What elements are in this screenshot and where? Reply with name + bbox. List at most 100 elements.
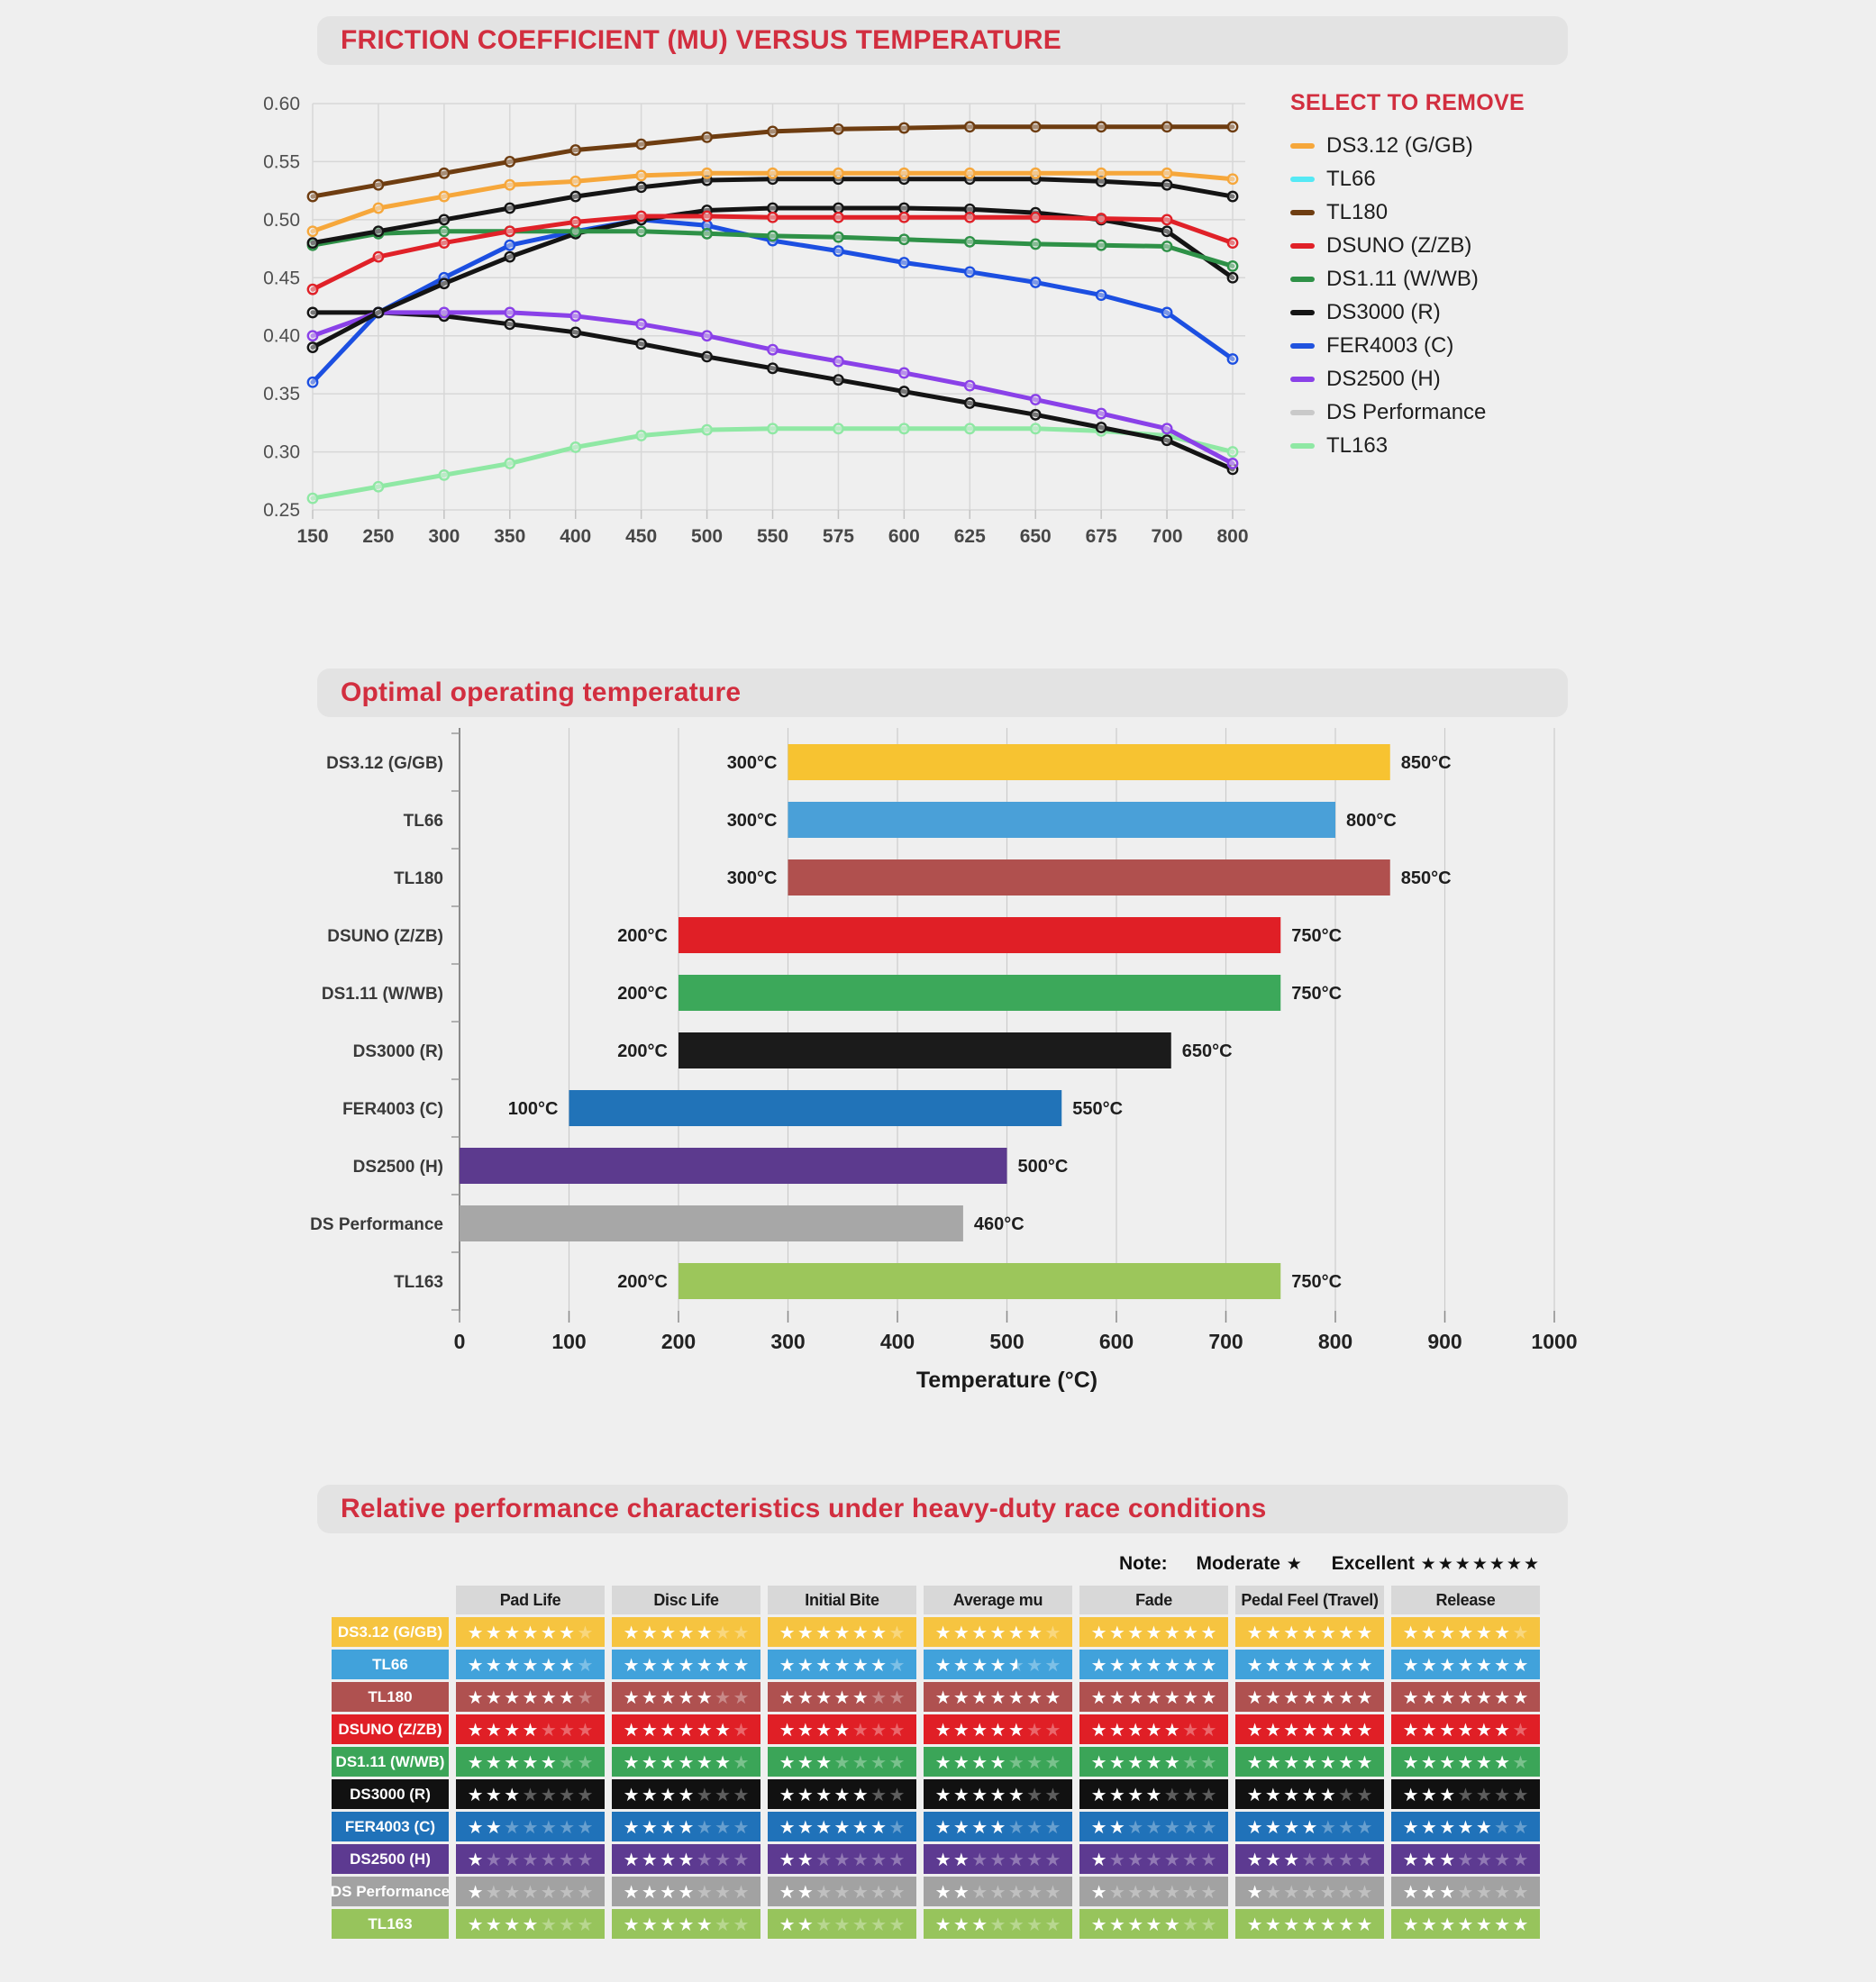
star-icon: ★ — [1090, 1653, 1107, 1676]
table-corner — [332, 1586, 449, 1614]
star-icon: ★ — [1246, 1718, 1263, 1741]
star-icon: ★ — [559, 1653, 576, 1676]
star-icon: ★ — [1402, 1621, 1419, 1643]
rating-cell-DS2500 (H)-Initial Bite: ★ ★ ★ ★ ★ ★ ★ — [768, 1844, 916, 1874]
star-icon: ★ — [1439, 1718, 1456, 1741]
star-icon: ★ — [1264, 1848, 1281, 1870]
star-icon: ★ — [1402, 1686, 1419, 1708]
star-icon: ★ — [1145, 1880, 1162, 1903]
star-icon: ★ — [1182, 1750, 1199, 1773]
legend-item-DS2500 (H)[interactable]: DS2500 (H) — [1290, 362, 1588, 395]
star-icon: ★ — [989, 1750, 1006, 1773]
legend-item-TL66[interactable]: TL66 — [1290, 162, 1588, 195]
star-icon: ★ — [1182, 1621, 1199, 1643]
star-icon: ★ — [1163, 1783, 1180, 1805]
star-icon: ★ — [989, 1621, 1006, 1643]
legend-swatch-icon — [1290, 409, 1315, 415]
legend-item-DS3.12 (G/GB)[interactable]: DS3.12 (G/GB) — [1290, 129, 1588, 162]
star-icon: ★ — [971, 1718, 988, 1741]
star-icon: ★ — [1402, 1848, 1419, 1870]
star-icon: ★ — [870, 1750, 888, 1773]
svg-text:300: 300 — [428, 526, 460, 547]
star-icon: ★ — [971, 1621, 988, 1643]
star-icon: ★ — [851, 1783, 869, 1805]
star-icon: ★ — [678, 1718, 695, 1741]
legend-item-DS3000 (R)[interactable]: DS3000 (R) — [1290, 295, 1588, 329]
star-icon: ★ — [1044, 1880, 1061, 1903]
star-icon: ★ — [1338, 1718, 1355, 1741]
star-icon: ★ — [851, 1621, 869, 1643]
note-moderate: Moderate ★ — [1196, 1553, 1302, 1574]
star-icon: ★ — [870, 1621, 888, 1643]
rating-cell-DS2500 (H)-Release: ★ ★ ★ ★ ★ ★ ★ — [1391, 1844, 1540, 1874]
star-icon: ★ — [1163, 1686, 1180, 1708]
star-icon: ★ — [779, 1848, 796, 1870]
rating-cell-FER4003 (C)-Pad Life: ★ ★ ★ ★ ★ ★ ★ — [456, 1812, 605, 1841]
star-icon: ★ — [971, 1848, 988, 1870]
star-icon: ★ — [1026, 1880, 1043, 1903]
star-icon: ★ — [779, 1750, 796, 1773]
legend-item-DS1.11 (W/WB)[interactable]: DS1.11 (W/WB) — [1290, 262, 1588, 295]
svg-text:800: 800 — [1318, 1330, 1352, 1353]
star-icon: ★ — [1475, 1913, 1492, 1935]
star-icon: ★ — [1007, 1913, 1025, 1935]
note-excellent: Excellent ★ ★ ★ ★ ★ ★ ★ — [1331, 1553, 1539, 1574]
svg-text:0.25: 0.25 — [263, 500, 300, 521]
star-icon: ★ — [1475, 1848, 1492, 1870]
rating-cell-TL180-Release: ★ ★ ★ ★ ★ ★ ★ — [1391, 1682, 1540, 1712]
legend-item-FER4003 (C)[interactable]: FER4003 (C) — [1290, 329, 1588, 362]
star-icon: ★ — [1494, 1686, 1511, 1708]
star-icon: ★ — [1420, 1554, 1436, 1574]
star-icon: ★ — [797, 1718, 814, 1741]
star-icon: ★ — [641, 1783, 658, 1805]
svg-text:675: 675 — [1086, 526, 1117, 547]
star-icon: ★ — [1145, 1653, 1162, 1676]
rating-cell-DS Performance-Disc Life: ★ ★ ★ ★ ★ ★ ★ — [612, 1877, 760, 1906]
star-icon: ★ — [870, 1848, 888, 1870]
star-icon: ★ — [1338, 1653, 1355, 1676]
star-icon: ★ — [623, 1621, 640, 1643]
star-icon: ★ — [1182, 1880, 1199, 1903]
star-icon: ★ — [1402, 1913, 1419, 1935]
star-icon: ★ — [1108, 1848, 1125, 1870]
rating-cell-DS1.11 (W/WB)-Release: ★ ★ ★ ★ ★ ★ ★ — [1391, 1747, 1540, 1777]
star-icon: ★ — [779, 1718, 796, 1741]
star-icon: ★ — [1182, 1783, 1199, 1805]
row-label-TL180: TL180 — [332, 1682, 449, 1712]
rating-cell-DS Performance-Average mu: ★ ★ ★ ★ ★ ★ ★ — [924, 1877, 1072, 1906]
legend-item-TL180[interactable]: TL180 — [1290, 195, 1588, 229]
star-icon: ★ — [934, 1686, 952, 1708]
legend-item-TL163[interactable]: TL163 — [1290, 429, 1588, 462]
star-icon: ★ — [733, 1750, 750, 1773]
star-icon: ★ — [1420, 1783, 1437, 1805]
svg-text:TL180: TL180 — [394, 869, 443, 888]
legend-item-DS Performance[interactable]: DS Performance — [1290, 395, 1588, 429]
star-icon: ★ — [1494, 1718, 1511, 1741]
legend-swatch-icon — [1290, 342, 1315, 349]
star-icon: ★ — [1319, 1815, 1336, 1838]
star-icon: ★ — [623, 1686, 640, 1708]
star-icon: ★ — [1145, 1815, 1162, 1838]
legend-item-DSUNO (Z/ZB)[interactable]: DSUNO (Z/ZB) — [1290, 229, 1588, 262]
rating-cell-DSUNO (Z/ZB)-Average mu: ★ ★ ★ ★ ★ ★ ★ — [924, 1714, 1072, 1744]
star-icon: ★ — [1246, 1653, 1263, 1676]
rating-cell-DS2500 (H)-Average mu: ★ ★ ★ ★ ★ ★ ★ — [924, 1844, 1072, 1874]
star-icon: ★ — [1356, 1815, 1373, 1838]
star-icon: ★ — [934, 1783, 952, 1805]
star-icon: ★ — [1264, 1750, 1281, 1773]
star-icon: ★ — [815, 1848, 833, 1870]
star-icon: ★ — [1090, 1783, 1107, 1805]
star-icon: ★ — [1044, 1750, 1061, 1773]
star-icon: ★ — [1494, 1880, 1511, 1903]
star-icon: ★ — [1286, 1554, 1302, 1574]
legend-item-label: TL66 — [1326, 166, 1376, 191]
legend-item-label: DS1.11 (W/WB) — [1326, 266, 1479, 291]
star-icon: ★ — [1420, 1653, 1437, 1676]
rating-cell-DSUNO (Z/ZB)-Initial Bite: ★ ★ ★ ★ ★ ★ ★ — [768, 1714, 916, 1744]
star-icon: ★ — [1044, 1621, 1061, 1643]
svg-text:0.45: 0.45 — [263, 268, 300, 288]
star-icon: ★ — [1523, 1554, 1539, 1574]
star-icon: ★ — [660, 1783, 677, 1805]
star-icon: ★ — [833, 1880, 851, 1903]
star-icon: ★ — [1402, 1653, 1419, 1676]
